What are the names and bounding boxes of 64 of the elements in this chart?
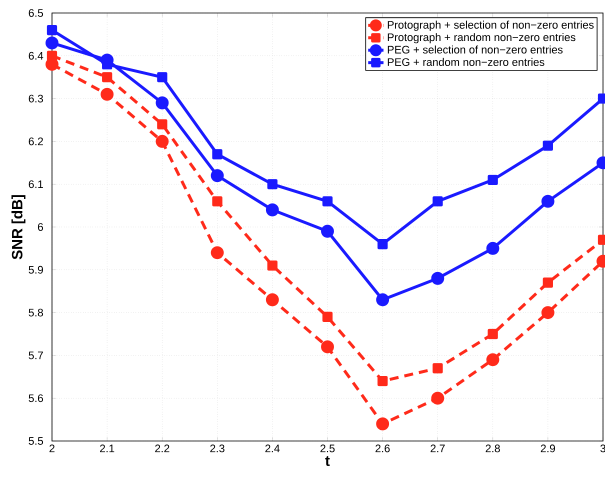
y-tick-label: 6.3 xyxy=(28,94,44,102)
x-tick-label: 2.6 xyxy=(376,444,390,452)
point xyxy=(102,72,112,82)
point xyxy=(322,312,333,322)
y-tick-label: 5.6 xyxy=(28,394,44,402)
point xyxy=(100,88,114,101)
point xyxy=(157,119,168,130)
point xyxy=(46,25,58,36)
point xyxy=(46,50,58,61)
point xyxy=(157,72,168,82)
legend-label: Protograph + selection of non−zero entries xyxy=(388,20,594,31)
x-tick-label: 2.4 xyxy=(265,444,280,452)
point xyxy=(486,353,500,366)
point xyxy=(486,242,500,255)
x-tick-label: 2.1 xyxy=(100,444,114,452)
y-tick-label: 6.4 xyxy=(28,52,44,60)
legend-label: Protograph + random non−zero entries xyxy=(388,33,576,44)
point xyxy=(267,260,278,271)
y-tick-label: 6 xyxy=(38,223,44,231)
x-tick-label: 2.9 xyxy=(540,444,556,452)
y-tick-label: 6.5 xyxy=(28,9,44,17)
point xyxy=(212,149,222,160)
x-tick-label: 2.8 xyxy=(486,444,500,452)
point xyxy=(432,363,443,374)
legend-label: PEG + random non−zero entries xyxy=(388,58,544,66)
point xyxy=(431,272,444,285)
point xyxy=(378,239,388,250)
y-tick-label: 5.7 xyxy=(28,352,43,360)
point xyxy=(266,203,279,216)
y-axis-title: SNR [dB] xyxy=(11,195,26,260)
y-tick-label: 5.8 xyxy=(28,308,44,316)
point xyxy=(542,278,553,288)
point xyxy=(378,376,388,386)
point xyxy=(156,134,169,148)
y-tick-label: 5.5 xyxy=(28,437,44,445)
point xyxy=(266,293,279,306)
point xyxy=(321,340,334,354)
point xyxy=(432,196,443,206)
x-axis-title: t xyxy=(325,456,330,466)
point xyxy=(541,194,554,208)
point xyxy=(376,417,390,430)
point xyxy=(542,140,553,151)
point xyxy=(267,179,278,190)
point xyxy=(322,196,333,206)
x-tick-label: 2.3 xyxy=(210,444,224,452)
point xyxy=(210,246,224,260)
point xyxy=(210,169,224,182)
point xyxy=(488,328,498,340)
point xyxy=(488,174,498,185)
legend-label: PEG + selection of non−zero entries xyxy=(388,46,563,54)
x-tick-label: 2.5 xyxy=(320,444,335,452)
y-tick-label: 5.9 xyxy=(28,266,43,274)
point xyxy=(431,392,444,405)
x-tick-label: 2 xyxy=(50,444,54,452)
point xyxy=(156,96,169,110)
point xyxy=(541,306,554,320)
x-tick-label: 2.2 xyxy=(155,444,170,452)
x-tick-label: 2.7 xyxy=(430,444,445,452)
point xyxy=(321,224,334,238)
y-tick-label: 6.2 xyxy=(28,138,43,146)
point xyxy=(376,293,390,306)
point xyxy=(212,196,222,206)
y-tick-label: 6.1 xyxy=(28,180,43,188)
point xyxy=(46,36,58,50)
